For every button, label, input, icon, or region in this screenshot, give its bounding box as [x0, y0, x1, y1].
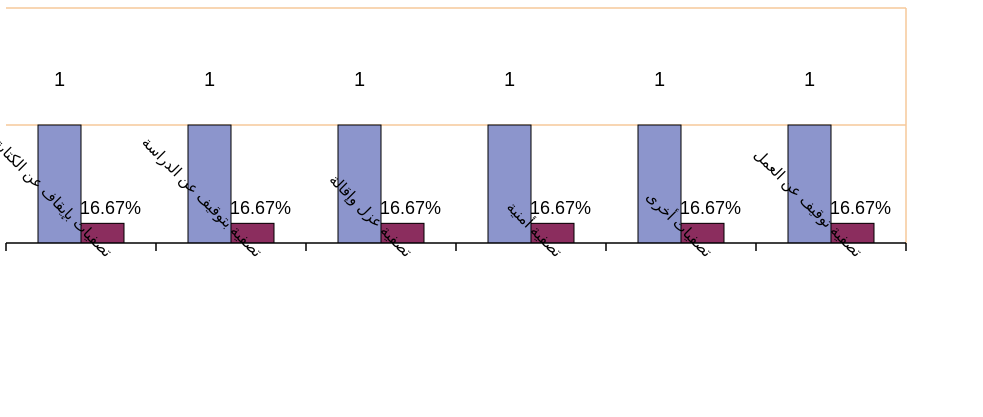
data-label-series-2: 16.67%	[230, 198, 291, 218]
data-label-series-2: 16.67%	[530, 198, 591, 218]
bar-series-1	[487, 124, 532, 244]
data-label-series-1: 1	[204, 69, 215, 91]
data-label-series-1: 1	[804, 69, 815, 91]
data-label-series-2: 16.67%	[80, 198, 141, 218]
bar-series-1	[187, 124, 232, 244]
data-label-series-2: 16.67%	[380, 198, 441, 218]
data-label-series-1: 1	[354, 69, 365, 91]
data-label-series-1: 1	[504, 69, 515, 91]
data-label-series-1: 1	[654, 69, 665, 91]
bar-series-1	[787, 124, 832, 244]
data-label-series-2: 16.67%	[680, 198, 741, 218]
data-label-series-2: 16.67%	[830, 198, 891, 218]
bar-series-1	[37, 124, 82, 244]
data-label-series-1: 1	[54, 69, 65, 91]
